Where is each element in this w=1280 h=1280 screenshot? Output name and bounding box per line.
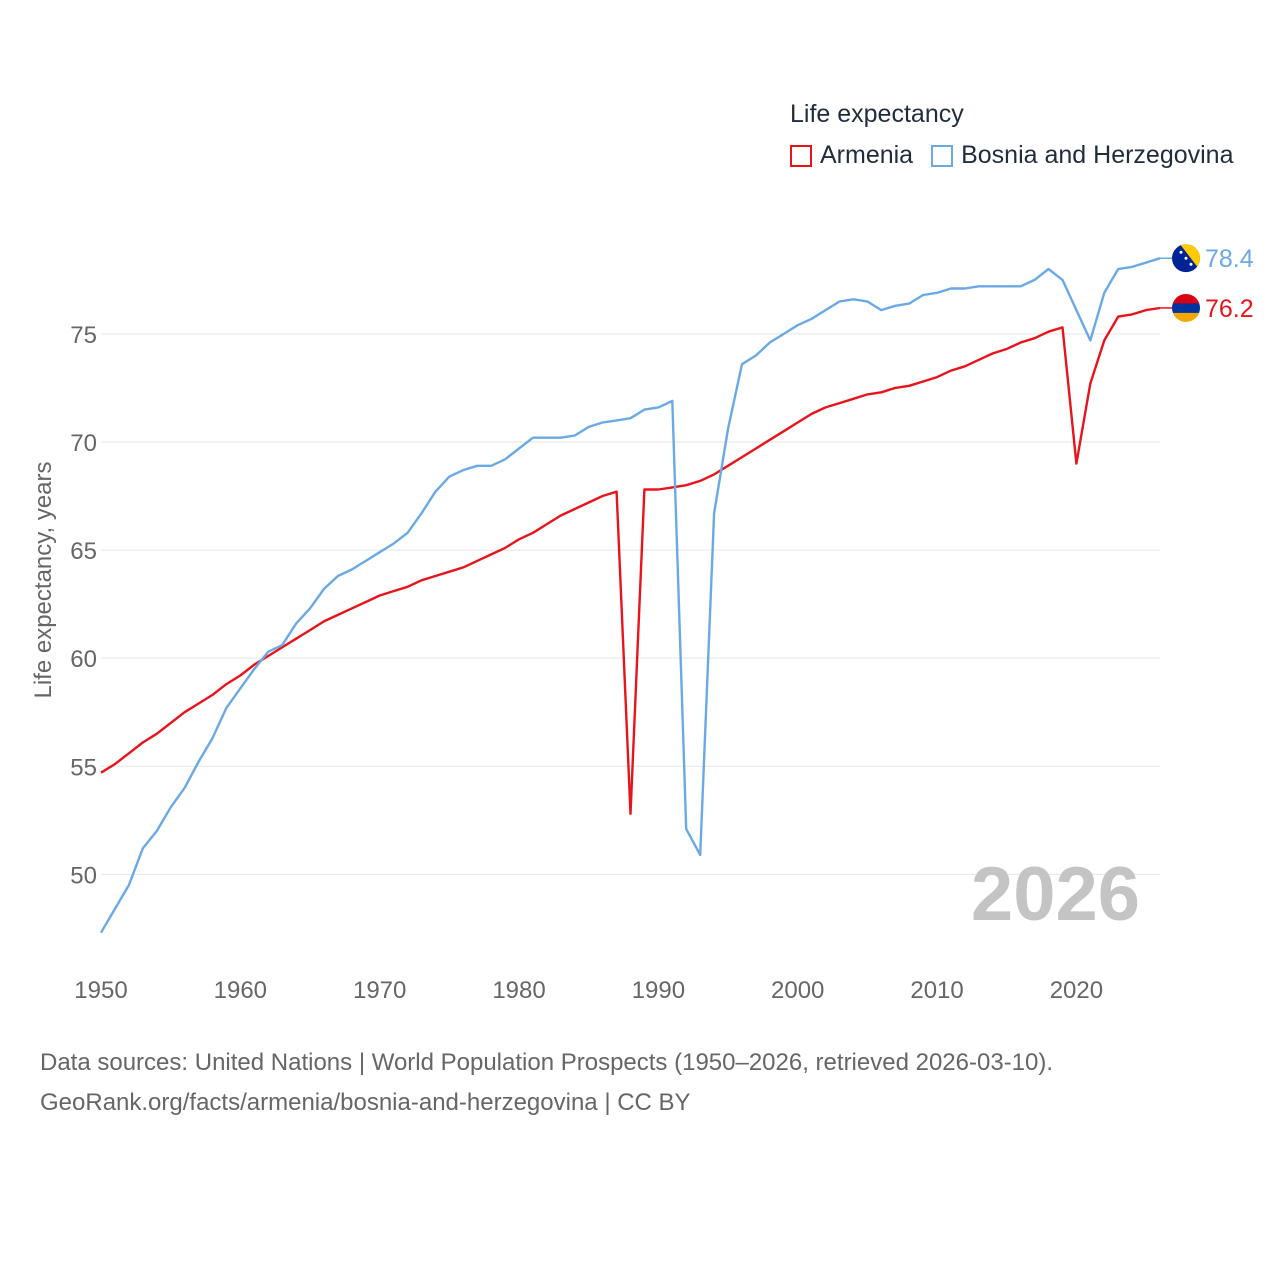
flag-armenia-icon — [1172, 293, 1200, 322]
source-link[interactable]: GeoRank.org/facts/armenia/bosnia-and-her… — [40, 1089, 691, 1116]
y-tick-label: 75 — [70, 322, 97, 349]
legend-item-bosnia[interactable]: Bosnia and Herzegovina — [931, 141, 1234, 170]
legend-swatch-bosnia — [931, 144, 954, 167]
x-tick-label: 2000 — [771, 977, 824, 1004]
legend-item-armenia[interactable]: Armenia — [790, 141, 913, 170]
year-watermark: 2026 — [971, 852, 1140, 937]
x-tick-label: 1960 — [214, 977, 267, 1004]
y-tick-label: 50 — [70, 862, 97, 889]
source-text: Data sources: United Nations | World Pop… — [40, 1049, 1054, 1076]
y-axis-label: Life expectancy, years — [30, 461, 57, 699]
legend: Armenia Bosnia and Herzegovina — [790, 141, 1252, 170]
series-line-bosnia — [99, 257, 1161, 934]
x-tick-label: 1970 — [353, 977, 406, 1004]
footer: Data sources: United Nations | World Pop… — [40, 1043, 1053, 1123]
x-tick-label: 1980 — [492, 977, 545, 1004]
series-end-label-bosnia: 78.4 — [1205, 245, 1254, 273]
y-tick-label: 65 — [70, 538, 97, 565]
legend-swatch-armenia — [790, 144, 812, 167]
y-tick-label: 70 — [70, 430, 97, 457]
y-tick-label: 60 — [70, 646, 97, 673]
x-tick-label: 1950 — [74, 977, 127, 1004]
x-tick-label: 2020 — [1050, 977, 1103, 1004]
series-line-armenia — [100, 306, 1161, 815]
legend-title: Life expectancy — [790, 100, 964, 128]
x-tick-label: 2010 — [910, 977, 963, 1004]
flag-bosnia-icon — [1172, 244, 1200, 273]
legend-label-bosnia: Bosnia and Herzegovina — [961, 141, 1234, 169]
x-tick-label: 1990 — [632, 977, 685, 1004]
y-tick-label: 55 — [70, 754, 97, 781]
legend-label-armenia: Armenia — [820, 141, 914, 169]
series-end-label-armenia: 76.2 — [1205, 295, 1254, 323]
